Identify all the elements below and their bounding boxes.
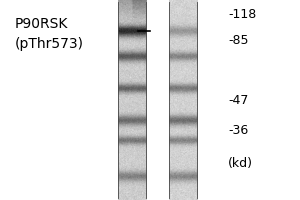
Text: -47: -47 [228,94,248,106]
Text: -36: -36 [228,123,248,136]
Text: -118: -118 [228,7,256,21]
Text: (pThr573): (pThr573) [15,37,84,51]
Text: -85: -85 [228,33,248,46]
Text: (kd): (kd) [228,158,253,170]
Text: P90RSK: P90RSK [15,17,68,31]
